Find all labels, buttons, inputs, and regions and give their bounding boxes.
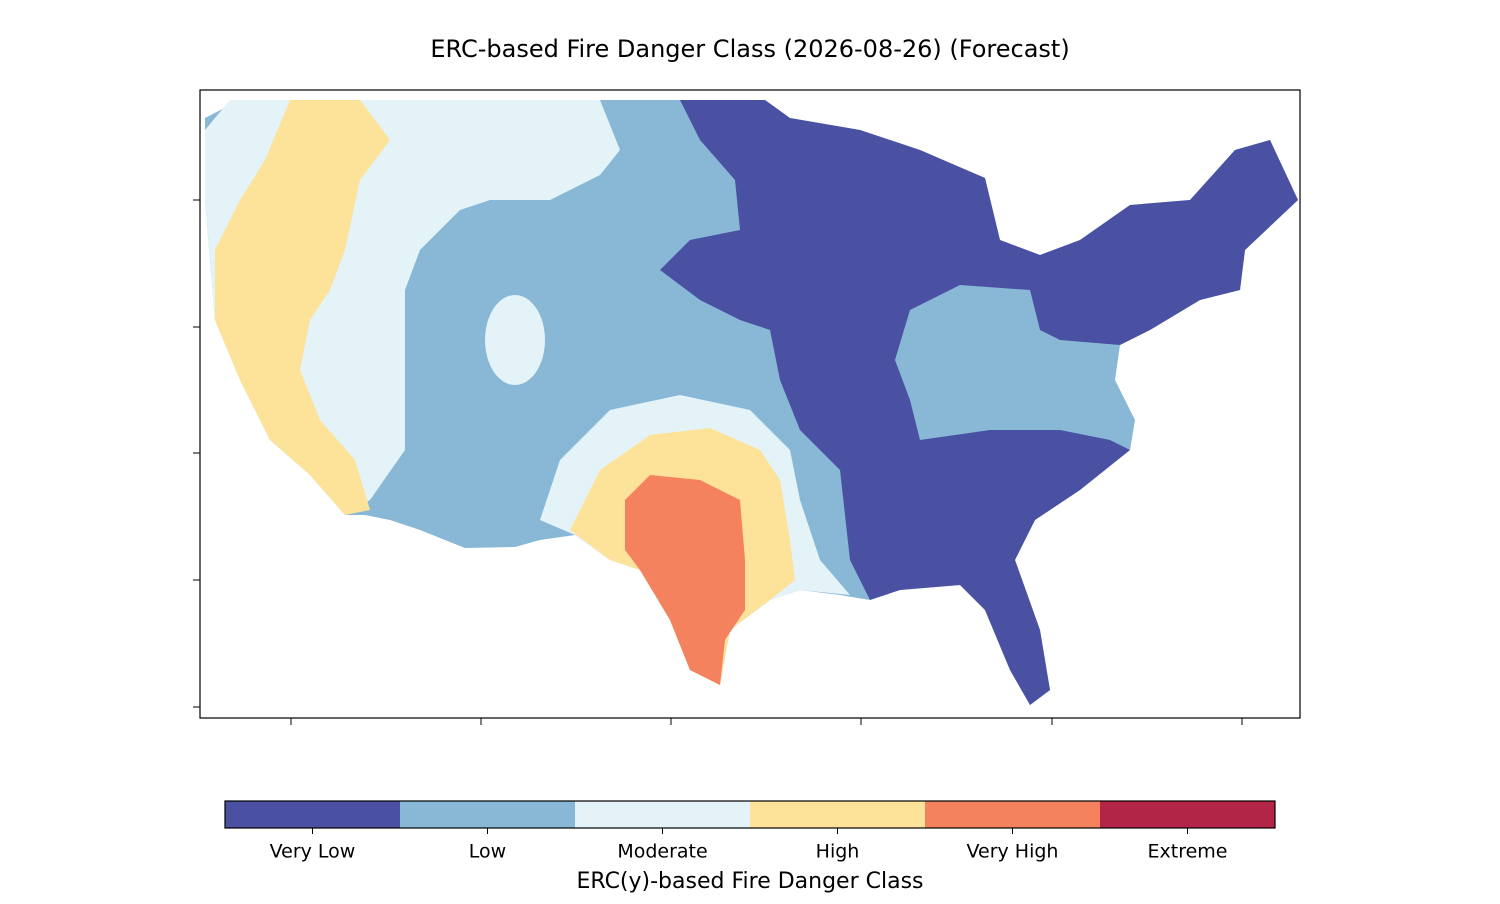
- colorbar-swatch: [925, 801, 1100, 828]
- map-frame: [199, 89, 1301, 719]
- region: [625, 475, 745, 685]
- colorbar-label: Moderate: [617, 841, 707, 863]
- colorbar-swatch: [1100, 801, 1275, 828]
- region: [215, 100, 390, 515]
- colorbar-title: ERC(y)-based Fire Danger Class: [576, 869, 923, 894]
- colorbar-swatch: [400, 801, 575, 828]
- colorbar-swatch: [750, 801, 925, 828]
- colorbar-label: Low: [469, 841, 506, 863]
- colorbar-label: Very Low: [270, 841, 356, 863]
- colorbar: Very Low Low Moderate High Very High Extreme: [224, 800, 1276, 863]
- map: [205, 100, 1298, 705]
- region: [485, 295, 545, 385]
- region: [660, 100, 1298, 705]
- colorbar-label: Very High: [967, 841, 1059, 863]
- colorbar-label: High: [816, 841, 860, 863]
- colorbar-label: Extreme: [1148, 841, 1228, 863]
- axis-ticks: [193, 199, 1243, 725]
- colorbar-swatch: [225, 801, 400, 828]
- map-title: ERC-based Fire Danger Class (2026-08-26)…: [430, 35, 1069, 63]
- colorbar-swatch: [575, 801, 750, 828]
- colorbar-frame: [224, 800, 1276, 829]
